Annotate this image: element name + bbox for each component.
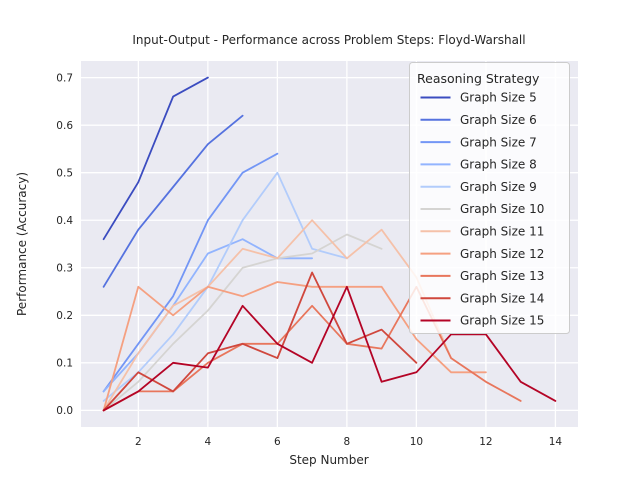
legend-label-graph-size-7: Graph Size 7 <box>460 135 537 149</box>
legend-label-graph-size-15: Graph Size 15 <box>460 314 544 328</box>
legend-label-graph-size-14: Graph Size 14 <box>460 291 544 305</box>
x-tick-label: 4 <box>205 436 212 448</box>
x-tick-label: 10 <box>410 436 423 448</box>
x-tick-label: 6 <box>274 436 281 448</box>
y-axis-label: Performance (Accuracy) <box>15 172 29 316</box>
legend-items: Graph Size 5 Graph Size 6 Graph Size 7 Grap… <box>420 91 544 328</box>
y-tick-labels: 0.0 0.1 0.2 0.3 0.4 0.5 0.6 0.7 <box>56 72 73 417</box>
y-tick-label: 0.1 <box>56 358 73 370</box>
legend-label-graph-size-11: Graph Size 11 <box>460 225 544 239</box>
series-line-graph-size-12 <box>102 281 487 412</box>
legend-label-graph-size-9: Graph Size 9 <box>460 180 537 194</box>
x-tick-label: 2 <box>135 436 142 448</box>
series-line-graph-size-6 <box>102 114 244 288</box>
x-tick-label: 14 <box>549 436 563 448</box>
legend-box <box>409 62 570 334</box>
series-line-graph-size-11 <box>102 219 453 412</box>
y-tick-label: 0.2 <box>56 310 73 322</box>
y-tick-label: 0.0 <box>56 405 73 417</box>
y-tick-label: 0.3 <box>56 263 73 275</box>
legend-label-graph-size-12: Graph Size 12 <box>460 247 544 261</box>
y-tick-label: 0.6 <box>56 120 73 132</box>
chart-title: Input-Output - Performance across Proble… <box>132 33 525 47</box>
series-line-graph-size-5 <box>102 76 209 241</box>
x-axis-label: Step Number <box>289 453 368 467</box>
y-tick-label: 0.5 <box>56 168 73 180</box>
series-line-graph-size-9 <box>102 171 348 402</box>
y-tick-label: 0.4 <box>56 215 73 227</box>
x-tick-labels: 2 4 6 8 10 12 14 <box>135 436 562 448</box>
legend-title: Reasoning Strategy <box>417 71 540 86</box>
series-lines <box>102 76 557 412</box>
legend-label-graph-size-10: Graph Size 10 <box>460 202 544 216</box>
x-tick-label: 12 <box>479 436 492 448</box>
legend-label-graph-size-13: Graph Size 13 <box>460 269 544 283</box>
series-line-graph-size-15 <box>102 285 557 412</box>
x-tick-label: 8 <box>344 436 351 448</box>
y-tick-label: 0.7 <box>56 72 73 84</box>
legend-label-graph-size-8: Graph Size 8 <box>460 158 537 172</box>
legend-label-graph-size-6: Graph Size 6 <box>460 113 537 127</box>
series-line-graph-size-10 <box>102 233 383 412</box>
series-line-graph-size-7 <box>102 152 279 393</box>
legend-label-graph-size-5: Graph Size 5 <box>460 91 537 105</box>
